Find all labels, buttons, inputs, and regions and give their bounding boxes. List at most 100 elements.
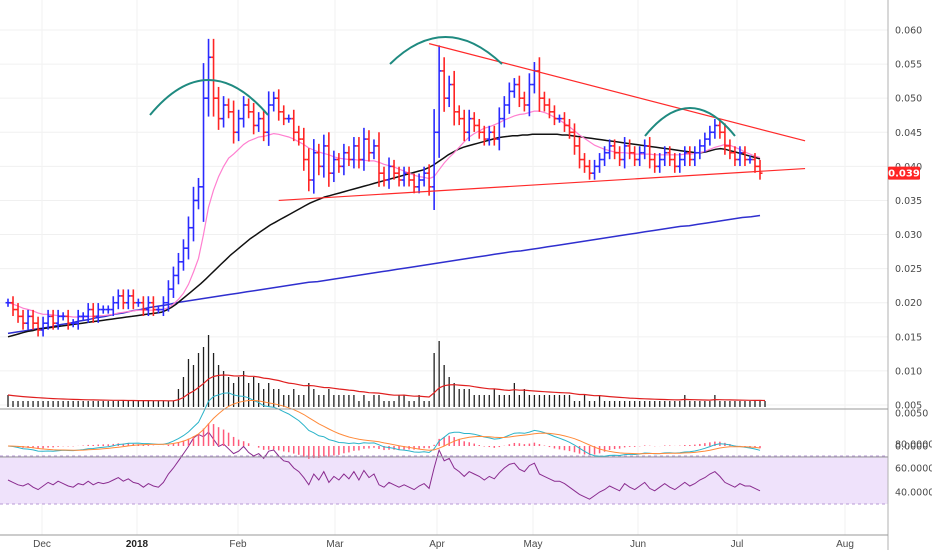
right-shoulder-arc[interactable] [644, 107, 736, 137]
macd-tick-label: 0.0050 [895, 409, 928, 420]
pattern-annotations [149, 36, 806, 202]
ohlc-bar [446, 75, 452, 108]
time-axis[interactable]: Dec 2018 Feb Mar Apr May Jun Jul Aug [33, 539, 854, 550]
ohlc-bar [211, 38, 217, 117]
ohlc-bar [742, 146, 748, 167]
ohlc-bar [556, 114, 562, 123]
rsi-tick-label: 80.0000 [895, 440, 932, 451]
ohlc-bar [165, 280, 171, 312]
ohlc-bar [5, 298, 11, 307]
price-tick-label: 0.060 [895, 26, 922, 37]
ohlc-bar [642, 139, 648, 160]
ohlc-bar [291, 109, 297, 142]
ohlc-bar [431, 109, 437, 210]
last-price-text: 0.039 [888, 169, 920, 180]
ohlc-bar [55, 309, 61, 330]
ohlc-bar [612, 139, 618, 160]
price-tick-label: 0.025 [895, 264, 922, 275]
ohlc-bar [175, 252, 181, 285]
ohlc-bar [60, 312, 66, 321]
ohlc-bar [481, 125, 487, 146]
left-shoulder-arc[interactable] [149, 79, 269, 116]
time-tick-label: Feb [229, 539, 247, 550]
ohlc-bar [587, 159, 593, 180]
ohlc-bar [391, 159, 397, 180]
ohlc-bar [140, 296, 146, 317]
time-tick-label: 2018 [126, 539, 149, 550]
ohlc-bar [722, 123, 728, 155]
ohlc-bar [597, 153, 603, 173]
ohlc-bar [516, 75, 522, 108]
ohlc-bar [276, 89, 282, 121]
rsi-panel [0, 431, 888, 505]
ohlc-bar [40, 316, 46, 337]
ohlc-bar [286, 114, 292, 123]
head-arc[interactable] [389, 36, 503, 65]
ohlc-bar [180, 239, 186, 271]
ohlc-bar [707, 125, 713, 146]
time-tick-label: Aug [836, 539, 854, 550]
ohlc-bar [627, 139, 633, 160]
price-tick-label: 0.030 [895, 230, 922, 241]
ohlc-bar [602, 146, 608, 167]
ohlc-bar [677, 153, 683, 173]
macd-line [7, 392, 761, 457]
ohlc-bar [456, 105, 462, 126]
macd-histogram [12, 423, 761, 459]
ohlc-bar [396, 166, 402, 187]
ohlc-bar [115, 289, 121, 310]
ohlc-bar [306, 148, 312, 192]
panel-borders [0, 0, 889, 550]
ohlc-bar [356, 137, 362, 169]
ohlc-bar [376, 132, 382, 187]
rsi-tick-label: 40.0000 [895, 488, 932, 499]
ohlc-bar [436, 45, 442, 158]
ohlc-bar [551, 105, 557, 126]
ohlc-bar [80, 312, 86, 321]
ohlc-bar [732, 146, 738, 167]
ohlc-bar [702, 132, 708, 153]
ohlc-bar [526, 73, 532, 117]
price-tick-label: 0.055 [895, 60, 922, 71]
time-tick-label: Mar [326, 539, 344, 550]
ohlc-bar [351, 137, 357, 169]
ohlc-bar [251, 102, 257, 135]
macd-axis[interactable]: 0.0000 0.0050 [895, 409, 928, 453]
ohlc-bar [757, 159, 763, 180]
ohlc-bar [326, 132, 332, 187]
ohlc-bar [231, 100, 237, 144]
price-tick-label: 0.005 [895, 401, 922, 412]
ohlc-bar [536, 57, 542, 112]
ohlc-bar [371, 139, 377, 160]
ohlc-bar [221, 96, 227, 128]
price-axis[interactable]: 0.0050.0100.0150.0200.0250.0300.0350.040… [895, 26, 922, 412]
signal-line [7, 400, 761, 455]
volume-ma-line [7, 374, 766, 402]
ohlc-bar [281, 105, 287, 126]
ohlc-bar [15, 303, 21, 323]
ohlc-bar [737, 146, 743, 167]
ohlc-bar [110, 296, 116, 317]
ohlc-bar [572, 123, 578, 155]
ohlc-bar [511, 78, 517, 98]
price-tick-label: 0.020 [895, 298, 922, 309]
ohlc-bar [185, 216, 191, 260]
lower-trendline[interactable] [278, 167, 806, 202]
upper-trendline[interactable] [428, 43, 806, 142]
ohlc-bar [120, 289, 126, 310]
rsi-axis[interactable]: 40.0000 60.0000 80.0000 [895, 440, 932, 499]
time-tick-label: Jun [630, 539, 646, 550]
ohlc-bar [566, 118, 572, 139]
time-tick-label: Dec [33, 539, 51, 550]
ohlc-bar [256, 112, 262, 132]
ohlc-bar [346, 146, 352, 167]
ohlc-bar [45, 309, 51, 330]
ohlc-bar [135, 298, 141, 307]
ohlc-bar [682, 146, 688, 167]
ohlc-bar [401, 166, 407, 187]
ohlc-bar [155, 305, 161, 314]
ohlc-bar [672, 153, 678, 173]
ohlc-bar [501, 96, 507, 128]
ohlc-bar [271, 91, 277, 112]
